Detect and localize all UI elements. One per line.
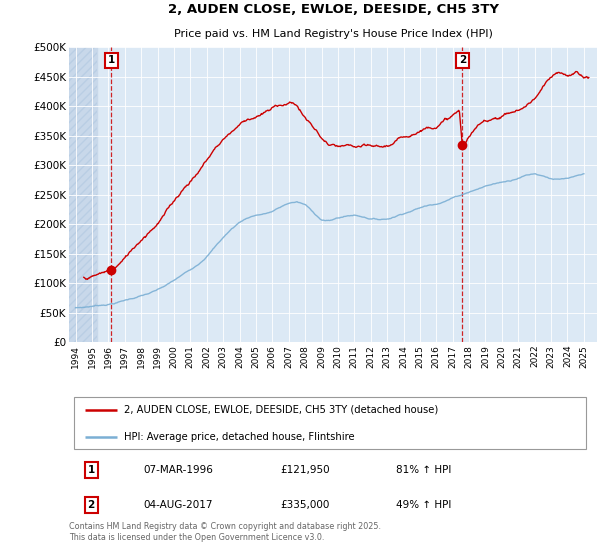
Text: 2018: 2018 [464, 345, 473, 368]
Text: 1998: 1998 [137, 345, 146, 368]
Text: 2020: 2020 [497, 345, 506, 367]
Text: £335,000: £335,000 [280, 500, 329, 510]
Text: 2021: 2021 [514, 345, 523, 367]
Text: 1999: 1999 [153, 345, 162, 368]
Text: 2006: 2006 [268, 345, 277, 368]
Text: 2017: 2017 [448, 345, 457, 368]
Bar [69, 47, 97, 342]
Text: 2000: 2000 [169, 345, 178, 368]
Text: 07-MAR-1996: 07-MAR-1996 [143, 465, 213, 475]
Bar [69, 47, 97, 342]
Text: 2, AUDEN CLOSE, EWLOE, DEESIDE, CH5 3TY (detached house): 2, AUDEN CLOSE, EWLOE, DEESIDE, CH5 3TY … [124, 405, 439, 415]
Text: 2013: 2013 [383, 345, 392, 368]
Text: 2002: 2002 [202, 345, 211, 367]
Text: HPI: Average price, detached house, Flintshire: HPI: Average price, detached house, Flin… [124, 432, 355, 441]
Text: 2001: 2001 [186, 345, 195, 368]
Text: 04-AUG-2017: 04-AUG-2017 [143, 500, 212, 510]
Text: 2005: 2005 [251, 345, 260, 368]
Text: 2019: 2019 [481, 345, 490, 368]
Text: £121,950: £121,950 [280, 465, 330, 475]
Text: 2007: 2007 [284, 345, 293, 368]
Text: 81% ↑ HPI: 81% ↑ HPI [397, 465, 452, 475]
Text: 2009: 2009 [317, 345, 326, 368]
Text: 49% ↑ HPI: 49% ↑ HPI [397, 500, 452, 510]
Text: 2011: 2011 [350, 345, 359, 368]
Text: 2: 2 [459, 55, 466, 66]
Text: Contains HM Land Registry data © Crown copyright and database right 2025.
This d: Contains HM Land Registry data © Crown c… [69, 522, 381, 542]
FancyBboxPatch shape [74, 397, 586, 449]
Text: 1995: 1995 [88, 345, 97, 368]
Text: 2, AUDEN CLOSE, EWLOE, DEESIDE, CH5 3TY: 2, AUDEN CLOSE, EWLOE, DEESIDE, CH5 3TY [167, 3, 499, 16]
Text: 1996: 1996 [104, 345, 113, 368]
Text: 2003: 2003 [218, 345, 227, 368]
Text: 1994: 1994 [71, 345, 80, 368]
Text: 1: 1 [107, 55, 115, 66]
Text: 2008: 2008 [301, 345, 310, 368]
Text: 2023: 2023 [547, 345, 556, 367]
Text: 2: 2 [88, 500, 95, 510]
Text: 2025: 2025 [580, 345, 589, 367]
Text: 2024: 2024 [563, 345, 572, 367]
Text: 2015: 2015 [415, 345, 424, 368]
Text: 2022: 2022 [530, 345, 539, 367]
Text: 2016: 2016 [432, 345, 441, 368]
Text: 1997: 1997 [120, 345, 129, 368]
Text: 2004: 2004 [235, 345, 244, 367]
Text: 2012: 2012 [366, 345, 375, 367]
Text: Price paid vs. HM Land Registry's House Price Index (HPI): Price paid vs. HM Land Registry's House … [173, 29, 493, 39]
Text: 1: 1 [88, 465, 95, 475]
Text: 2014: 2014 [399, 345, 408, 367]
Text: 2010: 2010 [334, 345, 343, 368]
